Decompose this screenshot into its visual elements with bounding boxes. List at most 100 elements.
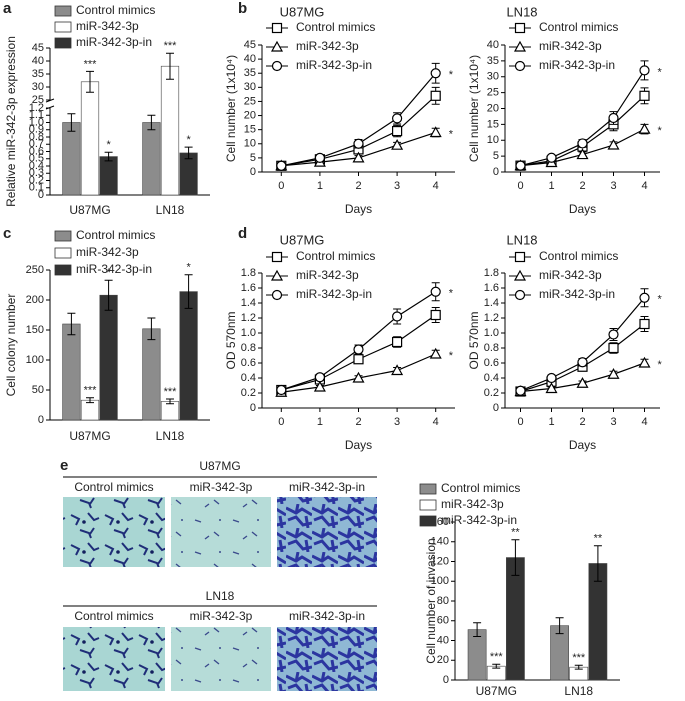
x-tick-label: U87MG [69, 203, 110, 217]
series-line [520, 297, 645, 392]
legend-label: miR-342-3p-in [76, 262, 152, 276]
legend-marker [270, 40, 284, 52]
x-tick-label: LN18 [564, 684, 593, 698]
point [352, 371, 365, 383]
point [353, 354, 364, 365]
legend-marker [271, 22, 283, 34]
y-tick-label: 1.2 [484, 312, 499, 324]
legend-label: miR-342-3p-in [296, 58, 372, 72]
micrograph [171, 627, 271, 691]
y-tick-label: 20 [437, 654, 449, 666]
error-bar [184, 274, 193, 309]
y-tick-label: 1.4 [241, 297, 256, 309]
column-label: miR-342-3p [190, 480, 253, 494]
y-tick-label: 30 [244, 81, 256, 93]
y-tick-label: 25 [244, 95, 256, 107]
x-tick-label: 3 [394, 416, 400, 428]
x-tick-label: 1 [548, 180, 554, 192]
bar [467, 629, 487, 681]
y-tick-label: 10 [487, 134, 499, 146]
point [392, 113, 403, 124]
legend-marker [514, 251, 526, 263]
y-tick-label: 0.2 [29, 174, 44, 186]
y-tick-label: 15 [487, 118, 499, 130]
bar [99, 294, 118, 421]
column-label: miR-342-3p-in [289, 480, 365, 494]
x-axis-label: Days [345, 438, 372, 452]
bar [99, 156, 118, 196]
significance: * [186, 134, 191, 146]
error-bar [86, 397, 94, 404]
chart-title: LN18 [506, 232, 537, 247]
y-tick-label: 25 [487, 87, 499, 99]
error-bar [593, 545, 602, 582]
x-tick-label: 4 [433, 416, 439, 428]
legend-label: Control mimics [296, 20, 375, 34]
panel-label: d [238, 225, 247, 242]
legend-label: Control mimics [539, 20, 618, 34]
y-tick-label: 0.8 [29, 131, 44, 143]
point [429, 347, 442, 359]
y-axis-label: Relative miR-342-3p expression [4, 36, 18, 207]
significance: * [449, 69, 454, 81]
y-tick-label: 40 [437, 634, 449, 646]
y-axis-label: Cell number of invasion [424, 538, 438, 663]
column-label: miR-342-3p-in [289, 609, 365, 623]
x-tick-label: 3 [610, 180, 616, 192]
panel-label: a [3, 0, 12, 17]
legend-swatch [54, 247, 72, 259]
y-tick-label: 30 [487, 71, 499, 83]
error-bar [555, 617, 564, 635]
legend-marker [514, 22, 526, 34]
y-tick-label: 0.8 [484, 342, 499, 354]
y-tick-label: 0.8 [241, 342, 256, 354]
legend-label: Control mimics [441, 481, 520, 495]
error-bar [147, 317, 156, 341]
panel-label: c [3, 225, 11, 242]
point [430, 309, 441, 321]
y-tick-label: 0.6 [241, 357, 256, 369]
x-tick-label: 0 [278, 416, 284, 428]
significance: *** [572, 652, 586, 664]
y-tick-label: 80 [437, 595, 449, 607]
y-tick-label: 15 [244, 124, 256, 136]
point [352, 151, 365, 163]
y-tick-label: 0 [493, 402, 499, 414]
x-tick-label: 0 [517, 180, 523, 192]
point [391, 364, 404, 376]
legend-swatch [54, 21, 72, 33]
y-tick-label: 1.0 [484, 327, 499, 339]
significance: * [658, 125, 663, 137]
point [353, 344, 364, 355]
point [608, 329, 619, 340]
y-tick-label: 0.9 [29, 124, 44, 136]
y-tick-label: 100 [26, 354, 44, 366]
x-axis-label: Days [569, 438, 596, 452]
bar [160, 65, 180, 196]
y-tick-label: 60 [437, 615, 449, 627]
x-axis-label: Days [345, 202, 372, 216]
y-tick-label: 1.4 [484, 297, 499, 309]
significance: *** [84, 385, 98, 397]
point [515, 160, 526, 171]
bar [142, 122, 161, 196]
y-tick-label: 150 [26, 324, 44, 336]
x-tick-label: 0 [517, 416, 523, 428]
legend-marker [270, 269, 284, 281]
significance: * [449, 350, 454, 362]
error-bar [166, 398, 174, 405]
point [638, 122, 651, 134]
x-tick-label: LN18 [156, 203, 185, 217]
x-tick-label: 4 [641, 180, 647, 192]
bar [179, 152, 198, 196]
error-bar [67, 312, 76, 336]
legend-label: miR-342-3p-in [441, 513, 517, 527]
x-tick-label: 2 [579, 416, 585, 428]
legend-label: miR-342-3p-in [296, 287, 372, 301]
y-tick-label: 40 [487, 39, 499, 51]
legend-swatch [419, 499, 437, 511]
y-tick-label: 20 [487, 102, 499, 114]
significance: ** [511, 527, 520, 539]
point [313, 380, 326, 392]
group-title: U87MG [199, 459, 240, 473]
